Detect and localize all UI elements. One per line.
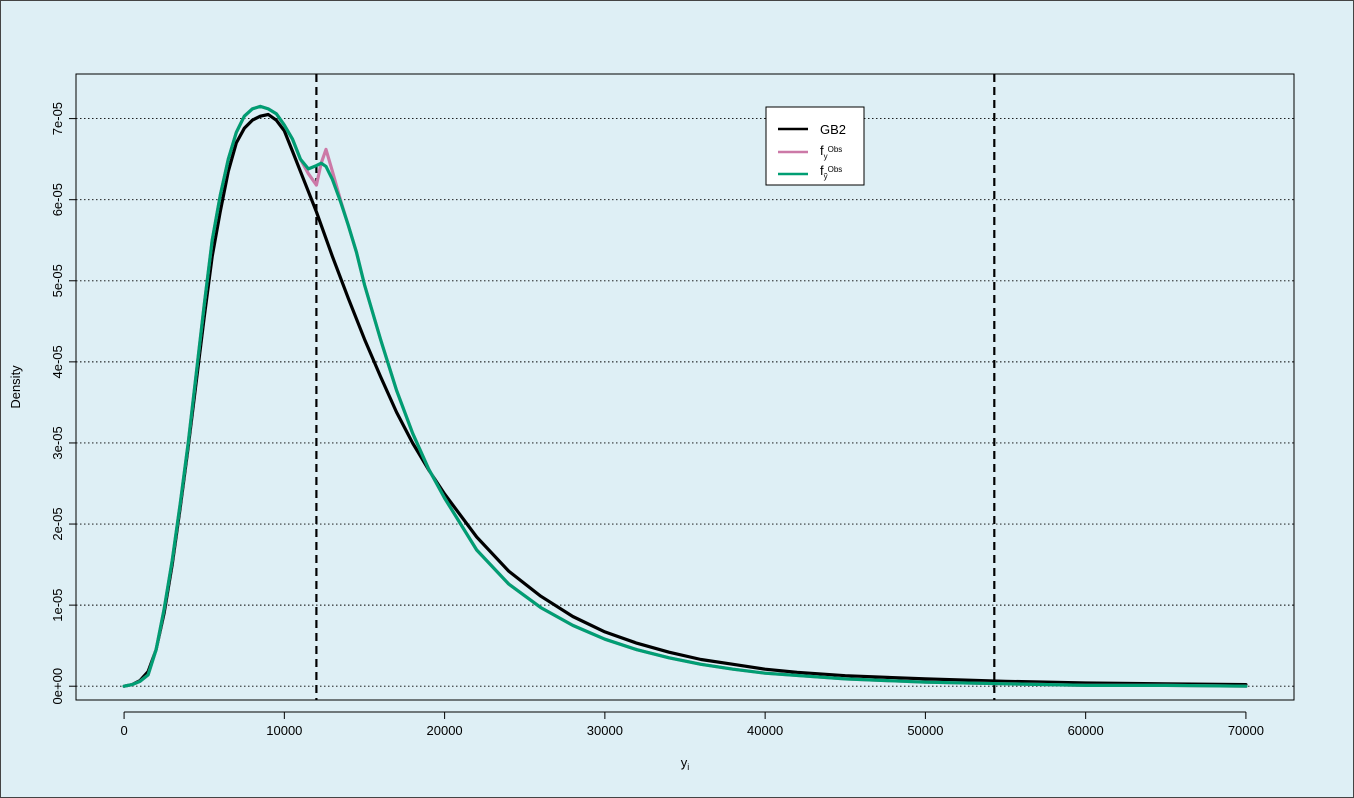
y-tick-label: 0e+00 (50, 668, 65, 705)
legend-label-fy-obs: fyObs (820, 143, 842, 161)
y-axis-title: Density (8, 365, 23, 409)
legend-label-fytilde-obs: fỹObs (820, 163, 842, 181)
legend-fytilde-obs-sub: ỹ (824, 172, 828, 181)
legend-fytilde-obs-f: f (820, 163, 824, 178)
legend-fy-obs-f: f (820, 143, 824, 158)
series-line-2 (122, 104, 1248, 688)
series-group (122, 104, 1248, 688)
y-tick-label: 1e-05 (50, 589, 65, 622)
y-tick-label: 4e-05 (50, 345, 65, 378)
y-tick-label: 5e-05 (50, 264, 65, 297)
x-axis: 0 10000 20000 30000 40000 50000 60000 70000 (120, 711, 1264, 738)
y-tick-label: 3e-05 (50, 426, 65, 459)
legend-fy-obs-sup: Obs (828, 145, 843, 154)
legend: GB2 fyObs fỹObs (765, 106, 865, 186)
legend-label-gb2: GB2 (820, 122, 846, 137)
x-tick-label: 50000 (907, 723, 943, 738)
legend-fy-obs-sub: y (824, 152, 828, 161)
legend-box (765, 106, 865, 186)
y-tick-label: 7e-05 (50, 102, 65, 135)
x-axis-title: yi (681, 755, 690, 772)
x-tick-label: 40000 (747, 723, 783, 738)
y-tick-label: 2e-05 (50, 507, 65, 540)
legend-fytilde-obs-sup: Obs (828, 165, 843, 174)
grid-lines (76, 118, 1294, 687)
x-tick-label: 30000 (587, 723, 623, 738)
x-axis-title-sub: i (687, 762, 689, 772)
x-tick-label: 0 (120, 723, 127, 738)
x-tick-label: 60000 (1068, 723, 1104, 738)
series-line-1 (122, 104, 1248, 688)
reference-lines (315, 74, 996, 700)
x-tick-label: 70000 (1228, 723, 1264, 738)
plot-area (75, 73, 1295, 701)
y-tick-label: 6e-05 (50, 183, 65, 216)
x-axis-title-main: y (681, 755, 688, 770)
x-tick-label: 20000 (427, 723, 463, 738)
x-tick-label: 10000 (266, 723, 302, 738)
y-axis: 0e+00 1e-05 2e-05 3e-05 4e-05 5e-05 6e-05 7e-05 (50, 102, 77, 705)
series-line-0 (122, 112, 1248, 688)
